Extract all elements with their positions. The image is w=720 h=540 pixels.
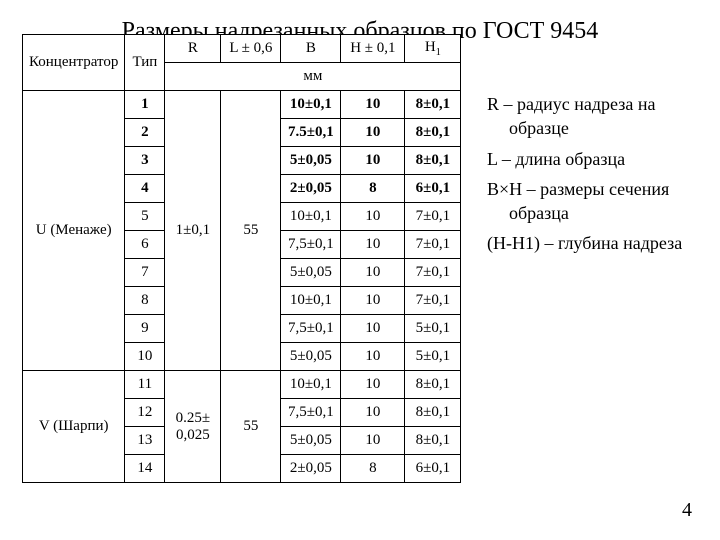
cell-B: 5±0,05 [281, 427, 341, 455]
col-H1-sub: 1 [436, 47, 441, 58]
cell-B: 2±0,05 [281, 455, 341, 483]
cell-type: 7 [125, 259, 165, 287]
cell-R: 0.25± 0,025 [165, 371, 221, 483]
cell-type: 12 [125, 399, 165, 427]
cell-H: 10 [341, 399, 405, 427]
specimen-table-container: Концентратор Тип R L ± 0,6 B H ± 0,1 H1 … [22, 34, 461, 483]
cell-H1: 8±0,1 [405, 91, 461, 119]
col-R: R [165, 35, 221, 63]
col-H: H ± 0,1 [341, 35, 405, 63]
cell-H: 10 [341, 371, 405, 399]
cell-H1: 6±0,1 [405, 175, 461, 203]
cell-H: 10 [341, 315, 405, 343]
cell-concentrator: V (Шарпи) [23, 371, 125, 483]
cell-concentrator: U (Менаже) [23, 91, 125, 371]
cell-B: 5±0,05 [281, 343, 341, 371]
cell-H: 10 [341, 147, 405, 175]
cell-B: 10±0,1 [281, 371, 341, 399]
legend-item: L – длина образца [465, 147, 705, 171]
cell-B: 10±0,1 [281, 287, 341, 315]
legend-item: (H-H1) – глубина надреза [465, 231, 705, 255]
cell-H1: 7±0,1 [405, 203, 461, 231]
cell-type: 10 [125, 343, 165, 371]
cell-type: 3 [125, 147, 165, 175]
cell-B: 5±0,05 [281, 259, 341, 287]
cell-B: 5±0,05 [281, 147, 341, 175]
specimen-table: Концентратор Тип R L ± 0,6 B H ± 0,1 H1 … [22, 34, 461, 483]
cell-H: 10 [341, 231, 405, 259]
cell-H1: 8±0,1 [405, 427, 461, 455]
cell-B: 10±0,1 [281, 203, 341, 231]
cell-B: 7,5±0,1 [281, 231, 341, 259]
cell-H1: 8±0,1 [405, 371, 461, 399]
col-concentrator: Концентратор [23, 35, 125, 91]
cell-L: 55 [221, 91, 281, 371]
table-body: U (Менаже)11±0,15510±0,1108±0,127.5±0,11… [23, 91, 461, 483]
cell-H: 8 [341, 175, 405, 203]
table-header: Концентратор Тип R L ± 0,6 B H ± 0,1 H1 … [23, 35, 461, 91]
cell-H1: 8±0,1 [405, 399, 461, 427]
cell-H1: 7±0,1 [405, 231, 461, 259]
col-B: B [281, 35, 341, 63]
cell-type: 1 [125, 91, 165, 119]
col-H1-prefix: H [425, 39, 436, 55]
cell-type: 6 [125, 231, 165, 259]
cell-type: 2 [125, 119, 165, 147]
cell-B: 7,5±0,1 [281, 315, 341, 343]
cell-type: 4 [125, 175, 165, 203]
cell-R: 1±0,1 [165, 91, 221, 371]
cell-type: 8 [125, 287, 165, 315]
cell-H1: 6±0,1 [405, 455, 461, 483]
cell-type: 11 [125, 371, 165, 399]
legend-item: R – радиус надреза на образце [465, 92, 705, 141]
cell-H: 10 [341, 287, 405, 315]
col-H1: H1 [405, 35, 461, 63]
page-number: 4 [682, 499, 692, 522]
cell-H: 8 [341, 455, 405, 483]
cell-H: 10 [341, 259, 405, 287]
legend: R – радиус надреза на образце L – длина … [465, 92, 705, 262]
legend-item: B×H – размеры сечения образца [465, 177, 705, 226]
cell-B: 2±0,05 [281, 175, 341, 203]
cell-L: 55 [221, 371, 281, 483]
cell-B: 7.5±0,1 [281, 119, 341, 147]
units-row: мм [165, 63, 461, 91]
cell-B: 7,5±0,1 [281, 399, 341, 427]
cell-H: 10 [341, 203, 405, 231]
cell-H1: 5±0,1 [405, 315, 461, 343]
cell-H: 10 [341, 119, 405, 147]
col-L: L ± 0,6 [221, 35, 281, 63]
cell-H: 10 [341, 343, 405, 371]
cell-H1: 5±0,1 [405, 343, 461, 371]
cell-H1: 8±0,1 [405, 119, 461, 147]
cell-H: 10 [341, 91, 405, 119]
cell-H1: 8±0,1 [405, 147, 461, 175]
cell-type: 9 [125, 315, 165, 343]
cell-H1: 7±0,1 [405, 287, 461, 315]
table-row: V (Шарпи)110.25± 0,0255510±0,1108±0,1 [23, 371, 461, 399]
cell-B: 10±0,1 [281, 91, 341, 119]
col-type: Тип [125, 35, 165, 91]
cell-type: 14 [125, 455, 165, 483]
cell-H: 10 [341, 427, 405, 455]
table-row: U (Менаже)11±0,15510±0,1108±0,1 [23, 91, 461, 119]
cell-type: 13 [125, 427, 165, 455]
cell-H1: 7±0,1 [405, 259, 461, 287]
cell-type: 5 [125, 203, 165, 231]
